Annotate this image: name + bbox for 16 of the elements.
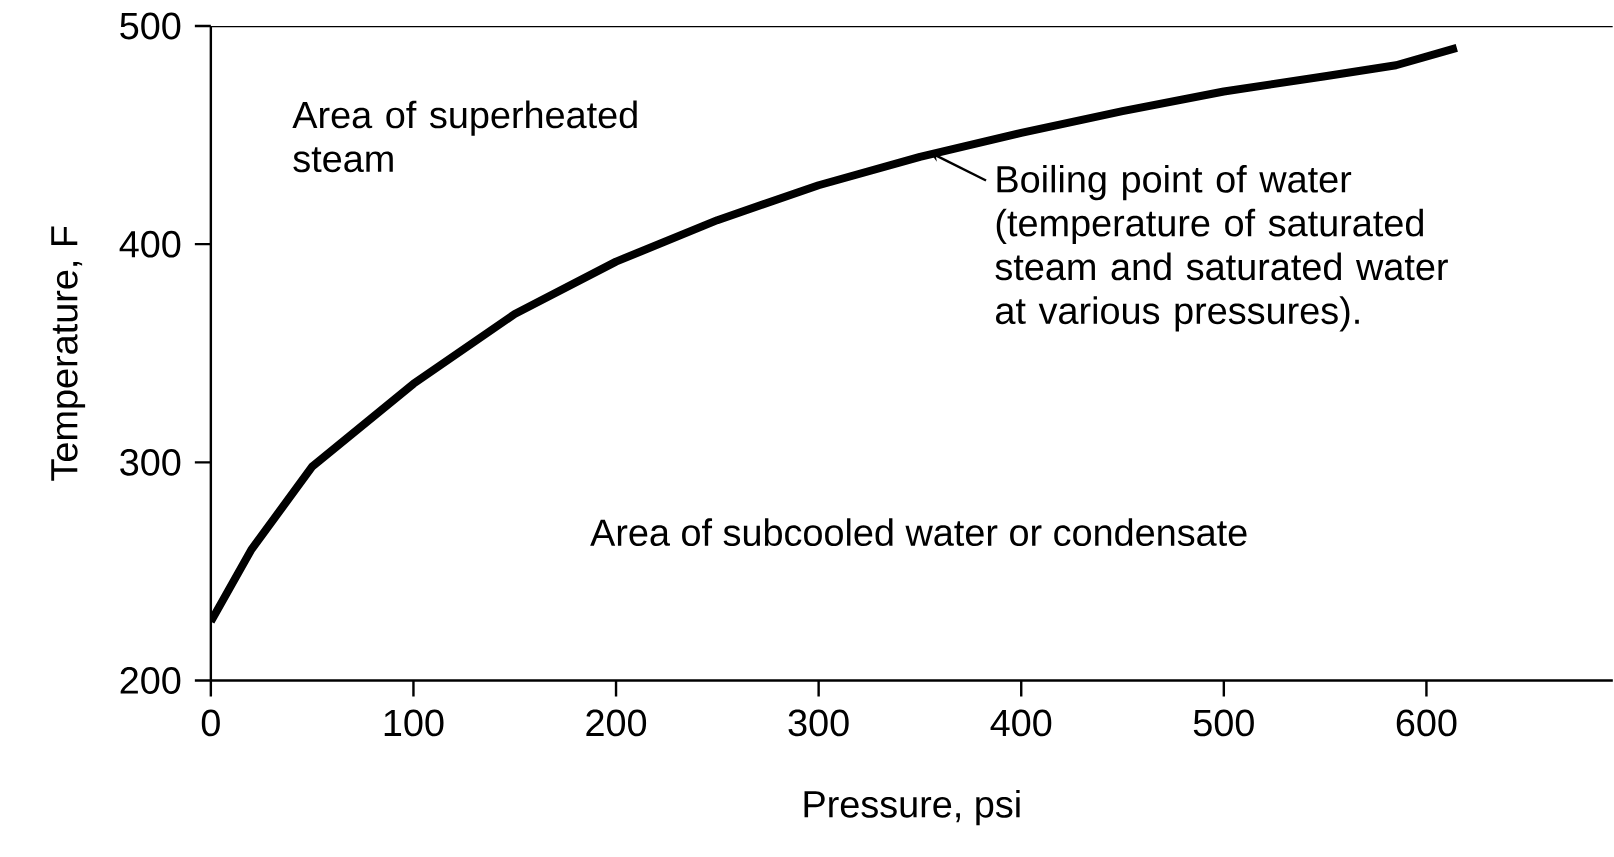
y-tick-label: 400	[119, 230, 181, 258]
x-tick-label: 200	[586, 709, 647, 737]
x-tick-label: 0	[201, 709, 220, 737]
x-tick-label: 600	[1396, 709, 1457, 737]
x-tick-label: 300	[788, 709, 849, 737]
x-axis-title: Pressure, psi	[804, 789, 1020, 825]
x-tick-label: 400	[990, 709, 1052, 737]
y-axis-title: Temperature, F	[51, 226, 86, 481]
x-tick-label: 100	[384, 709, 444, 737]
annotation: Area of subcooled water or condensate	[590, 518, 1247, 546]
annotation: Area of superheated steam	[292, 100, 637, 172]
y-tick-label: 500	[120, 12, 181, 40]
annotation: Boiling point of water (temperature of saturated steam and saturated water at various pressures).	[995, 164, 1448, 332]
x-tick-label: 500	[1193, 709, 1254, 737]
y-tick-label: 300	[120, 448, 181, 476]
y-tick-label: 200	[120, 666, 181, 694]
